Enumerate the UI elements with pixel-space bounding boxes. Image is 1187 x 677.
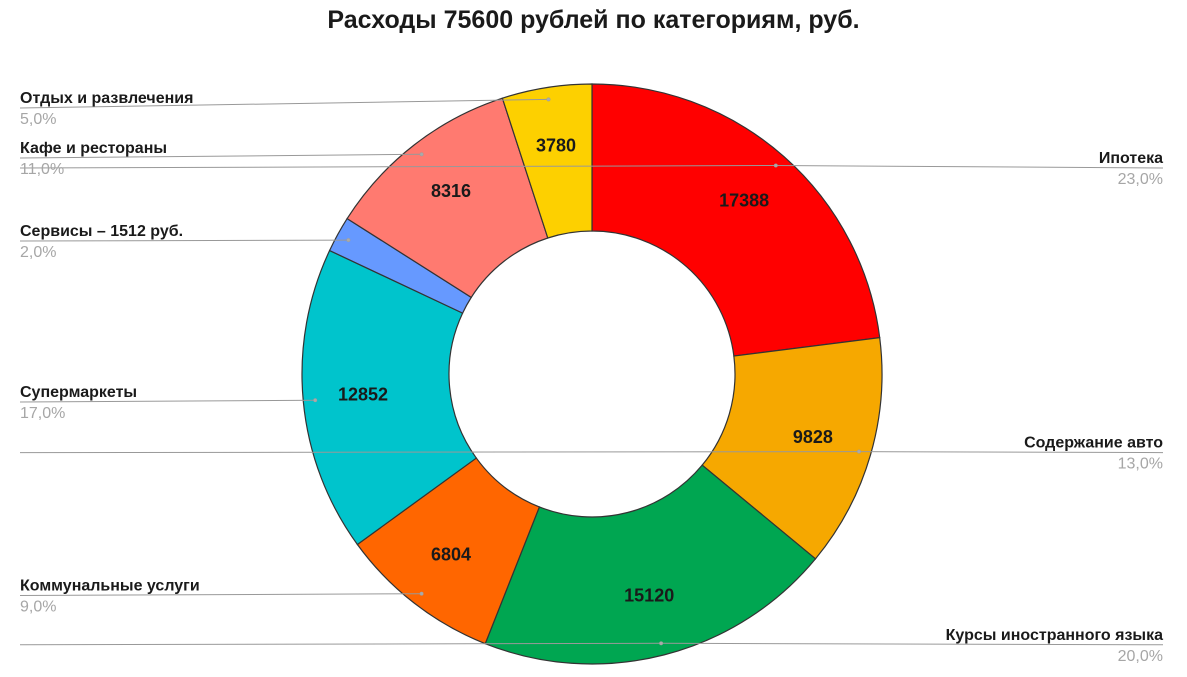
svg-text:3780: 3780 xyxy=(536,136,576,156)
svg-text:9,0%: 9,0% xyxy=(20,599,56,616)
svg-text:Отдых и развлечения: Отдых и развлечения xyxy=(20,90,193,107)
svg-text:Содержание авто: Содержание авто xyxy=(1024,435,1163,452)
svg-text:Сервисы – 1512 руб.: Сервисы – 1512 руб. xyxy=(20,223,183,240)
svg-text:17388: 17388 xyxy=(719,190,769,210)
svg-text:17,0%: 17,0% xyxy=(20,405,65,422)
svg-text:Супермаркеты: Супермаркеты xyxy=(20,384,137,401)
svg-text:9828: 9828 xyxy=(793,427,833,447)
svg-text:8316: 8316 xyxy=(431,181,471,201)
svg-text:Кафе и рестораны: Кафе и рестораны xyxy=(20,140,167,157)
svg-text:12852: 12852 xyxy=(338,384,388,404)
svg-text:Курсы иностранного языка: Курсы иностранного языка xyxy=(946,627,1163,644)
svg-text:15120: 15120 xyxy=(624,586,674,606)
svg-text:13,0%: 13,0% xyxy=(1118,456,1163,473)
svg-text:Ипотека: Ипотека xyxy=(1099,150,1163,167)
svg-text:6804: 6804 xyxy=(431,544,471,564)
svg-text:11,0%: 11,0% xyxy=(20,161,64,178)
svg-text:Коммунальные услуги: Коммунальные услуги xyxy=(20,578,200,595)
svg-text:20,0%: 20,0% xyxy=(1118,648,1163,665)
svg-text:2,0%: 2,0% xyxy=(20,244,56,261)
svg-text:23,0%: 23,0% xyxy=(1118,171,1163,188)
svg-text:5,0%: 5,0% xyxy=(20,111,56,128)
